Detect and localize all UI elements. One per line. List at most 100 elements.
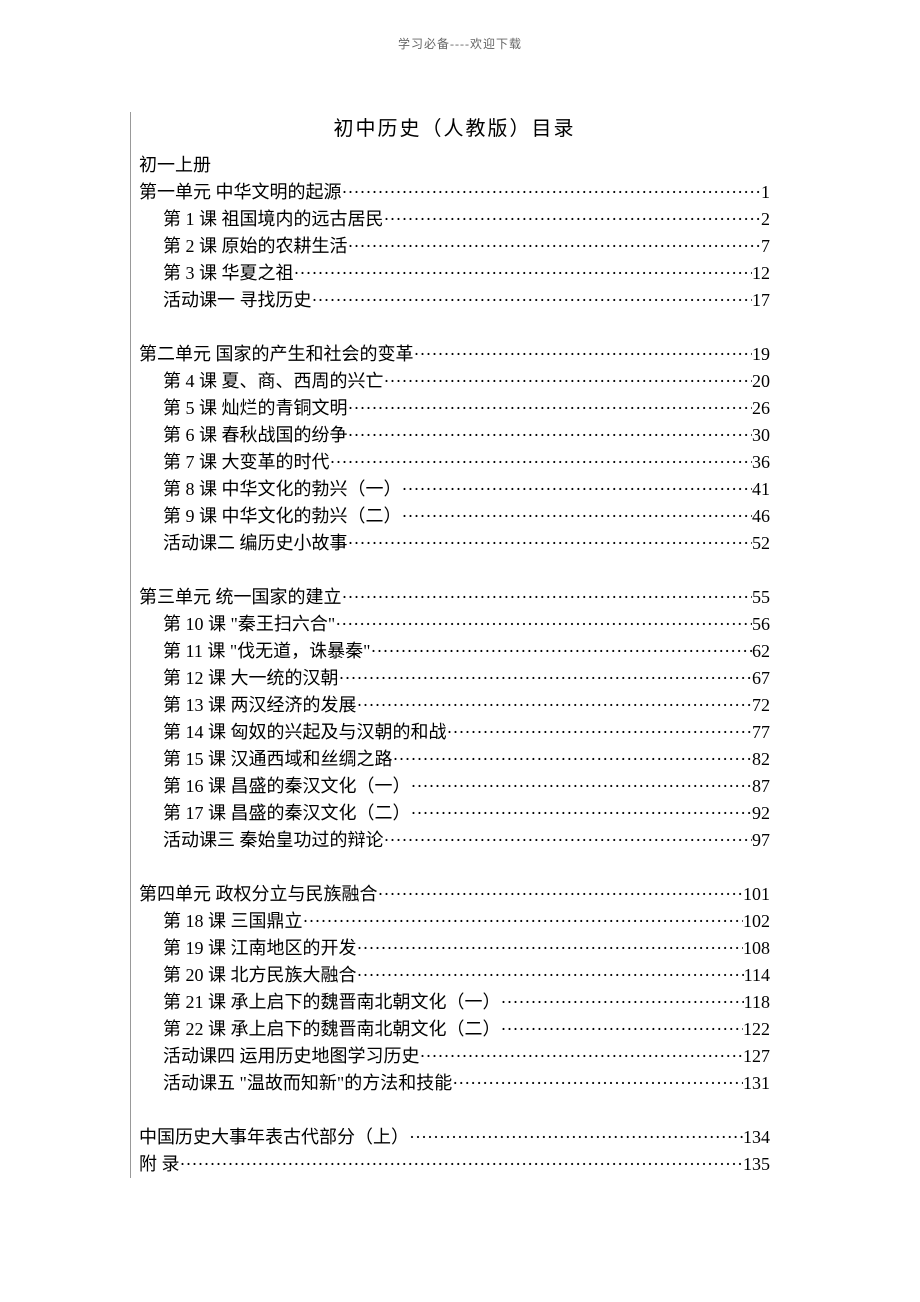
toc-dots <box>348 530 753 557</box>
toc-page-number: 87 <box>752 773 770 800</box>
toc-unit-line: 中国历史大事年表古代部分（上） 134 <box>139 1124 770 1151</box>
toc-dots <box>294 260 753 287</box>
toc-dots <box>402 503 753 530</box>
toc-lesson-line: 活动课四 运用历史地图学习历史 127 <box>139 1043 770 1070</box>
toc-dots <box>312 287 753 314</box>
toc-unit-line: 第一单元 中华文明的起源 1 <box>139 179 770 206</box>
toc-entry-text: 中国历史大事年表古代部分（上） <box>139 1124 409 1151</box>
page-header: 学习必备----欢迎下载 <box>0 0 920 52</box>
unit-spacer <box>139 557 770 584</box>
toc-page-number: 17 <box>752 287 770 314</box>
toc-dots <box>411 800 753 827</box>
toc-lesson-line: 第 1 课 祖国境内的远古居民 2 <box>139 206 770 233</box>
toc-lesson-line: 第 17 课 昌盛的秦汉文化（二） 92 <box>139 800 770 827</box>
toc-lesson-line: 第 15 课 汉通西域和丝绸之路82 <box>139 746 770 773</box>
toc-lesson-line: 第 21 课 承上启下的魏晋南北朝文化（一）118 <box>139 989 770 1016</box>
volume-label: 初一上册 <box>139 151 770 177</box>
toc-lesson-line: 第 9 课 中华文化的勃兴（二） 46 <box>139 503 770 530</box>
toc-lesson-line: 第 18 课 三国鼎立102 <box>139 908 770 935</box>
toc-dots <box>180 1151 744 1178</box>
toc-dots <box>303 908 744 935</box>
toc-page-number: 127 <box>743 1043 770 1070</box>
toc-dots <box>393 746 753 773</box>
toc-entry-text: 第三单元 统一国家的建立 <box>139 584 342 611</box>
toc-entry-text: 第 15 课 汉通西域和丝绸之路 <box>163 746 393 773</box>
toc-lesson-line: 第 22 课 承上启下的魏晋南北朝文化（二）122 <box>139 1016 770 1043</box>
toc-entry-text: 第 1 课 祖国境内的远古居民 <box>163 206 384 233</box>
toc-unit-line: 附 录 135 <box>139 1151 770 1178</box>
header-text: 学习必备----欢迎下载 <box>398 37 522 51</box>
toc-page-number: 7 <box>761 233 770 260</box>
toc-dots <box>348 395 753 422</box>
toc-dots <box>339 665 753 692</box>
toc-lesson-line: 第 6 课 春秋战国的纷争 30 <box>139 422 770 449</box>
toc-entry-text: 第 20 课 北方民族大融合 <box>163 962 357 989</box>
toc-page-number: 19 <box>752 341 770 368</box>
toc-page-number: 92 <box>752 800 770 827</box>
toc-entry-text: 第 5 课 灿烂的青铜文明 <box>163 395 348 422</box>
toc-dots <box>411 773 753 800</box>
toc-lesson-line: 第 11 课 "伐无道，诛暴秦"62 <box>139 638 770 665</box>
toc-page-number: 30 <box>752 422 770 449</box>
toc-dots <box>402 476 753 503</box>
toc-entry-text: 活动课三 秦始皇功过的辩论 <box>163 827 384 854</box>
toc-page-number: 67 <box>752 665 770 692</box>
unit-spacer <box>139 314 770 341</box>
toc-page-number: 41 <box>752 476 770 503</box>
toc-page-number: 55 <box>752 584 770 611</box>
toc-entry-text: 活动课五 "温故而知新"的方法和技能 <box>163 1070 452 1097</box>
toc-dots <box>414 341 753 368</box>
toc-entry-text: 活动课二 编历史小故事 <box>163 530 348 557</box>
toc-entry-text: 第 17 课 昌盛的秦汉文化（二） <box>163 800 411 827</box>
toc-entry-text: 第 9 课 中华文化的勃兴（二） <box>163 503 402 530</box>
toc-entry-text: 活动课四 运用历史地图学习历史 <box>163 1043 420 1070</box>
toc-page-number: 114 <box>744 962 770 989</box>
toc-entry-text: 第 22 课 承上启下的魏晋南北朝文化（二） <box>163 1016 501 1043</box>
toc-dots <box>330 449 753 476</box>
toc-entry-text: 第 4 课 夏、商、西周的兴亡 <box>163 368 384 395</box>
toc-entry-text: 第 3 课 华夏之祖 <box>163 260 294 287</box>
toc-entry-text: 第 6 课 春秋战国的纷争 <box>163 422 348 449</box>
toc-entry-text: 第 13 课 两汉经济的发展 <box>163 692 357 719</box>
toc-lesson-line: 第 20 课 北方民族大融合 114 <box>139 962 770 989</box>
toc-lesson-line: 第 16 课 昌盛的秦汉文化（一）87 <box>139 773 770 800</box>
toc-lesson-line: 活动课三 秦始皇功过的辩论 97 <box>139 827 770 854</box>
toc-lesson-line: 第 5 课 灿烂的青铜文明 26 <box>139 395 770 422</box>
toc-dots <box>501 989 744 1016</box>
toc-container: 第一单元 中华文明的起源 1第 1 课 祖国境内的远古居民 2第 2 课 原始的农… <box>139 179 770 1178</box>
toc-page-number: 77 <box>752 719 770 746</box>
toc-page-number: 102 <box>743 908 770 935</box>
toc-entry-text: 第一单元 中华文明的起源 <box>139 179 342 206</box>
toc-page-number: 97 <box>752 827 770 854</box>
toc-lesson-line: 活动课五 "温故而知新"的方法和技能131 <box>139 1070 770 1097</box>
toc-dots <box>348 233 762 260</box>
toc-lesson-line: 第 2 课 原始的农耕生活 7 <box>139 233 770 260</box>
toc-lesson-line: 活动课一 寻找历史17 <box>139 287 770 314</box>
toc-entry-text: 第 10 课 "秦王扫六合" <box>163 611 335 638</box>
toc-page-number: 62 <box>752 638 770 665</box>
toc-unit-line: 第四单元 政权分立与民族融合101 <box>139 881 770 908</box>
toc-page-number: 134 <box>743 1124 770 1151</box>
toc-dots <box>357 692 753 719</box>
toc-lesson-line: 第 13 课 两汉经济的发展 72 <box>139 692 770 719</box>
toc-entry-text: 第二单元 国家的产生和社会的变革 <box>139 341 414 368</box>
toc-page-number: 12 <box>752 260 770 287</box>
toc-dots <box>371 638 752 665</box>
toc-dots <box>384 827 753 854</box>
toc-dots <box>335 611 752 638</box>
toc-dots <box>348 422 753 449</box>
toc-page-number: 72 <box>752 692 770 719</box>
toc-page-number: 20 <box>752 368 770 395</box>
toc-lesson-line: 第 10 课 "秦王扫六合"56 <box>139 611 770 638</box>
toc-page-number: 135 <box>743 1151 770 1178</box>
toc-page-number: 1 <box>761 179 770 206</box>
unit-spacer <box>139 1097 770 1124</box>
toc-unit-line: 第三单元 统一国家的建立 55 <box>139 584 770 611</box>
toc-unit-line: 第二单元 国家的产生和社会的变革 19 <box>139 341 770 368</box>
toc-page-number: 118 <box>744 989 770 1016</box>
toc-entry-text: 第 8 课 中华文化的勃兴（一） <box>163 476 402 503</box>
toc-entry-text: 附 录 <box>139 1151 180 1178</box>
toc-dots <box>384 206 762 233</box>
toc-page-number: 101 <box>743 881 770 908</box>
toc-lesson-line: 第 14 课 匈奴的兴起及与汉朝的和战77 <box>139 719 770 746</box>
